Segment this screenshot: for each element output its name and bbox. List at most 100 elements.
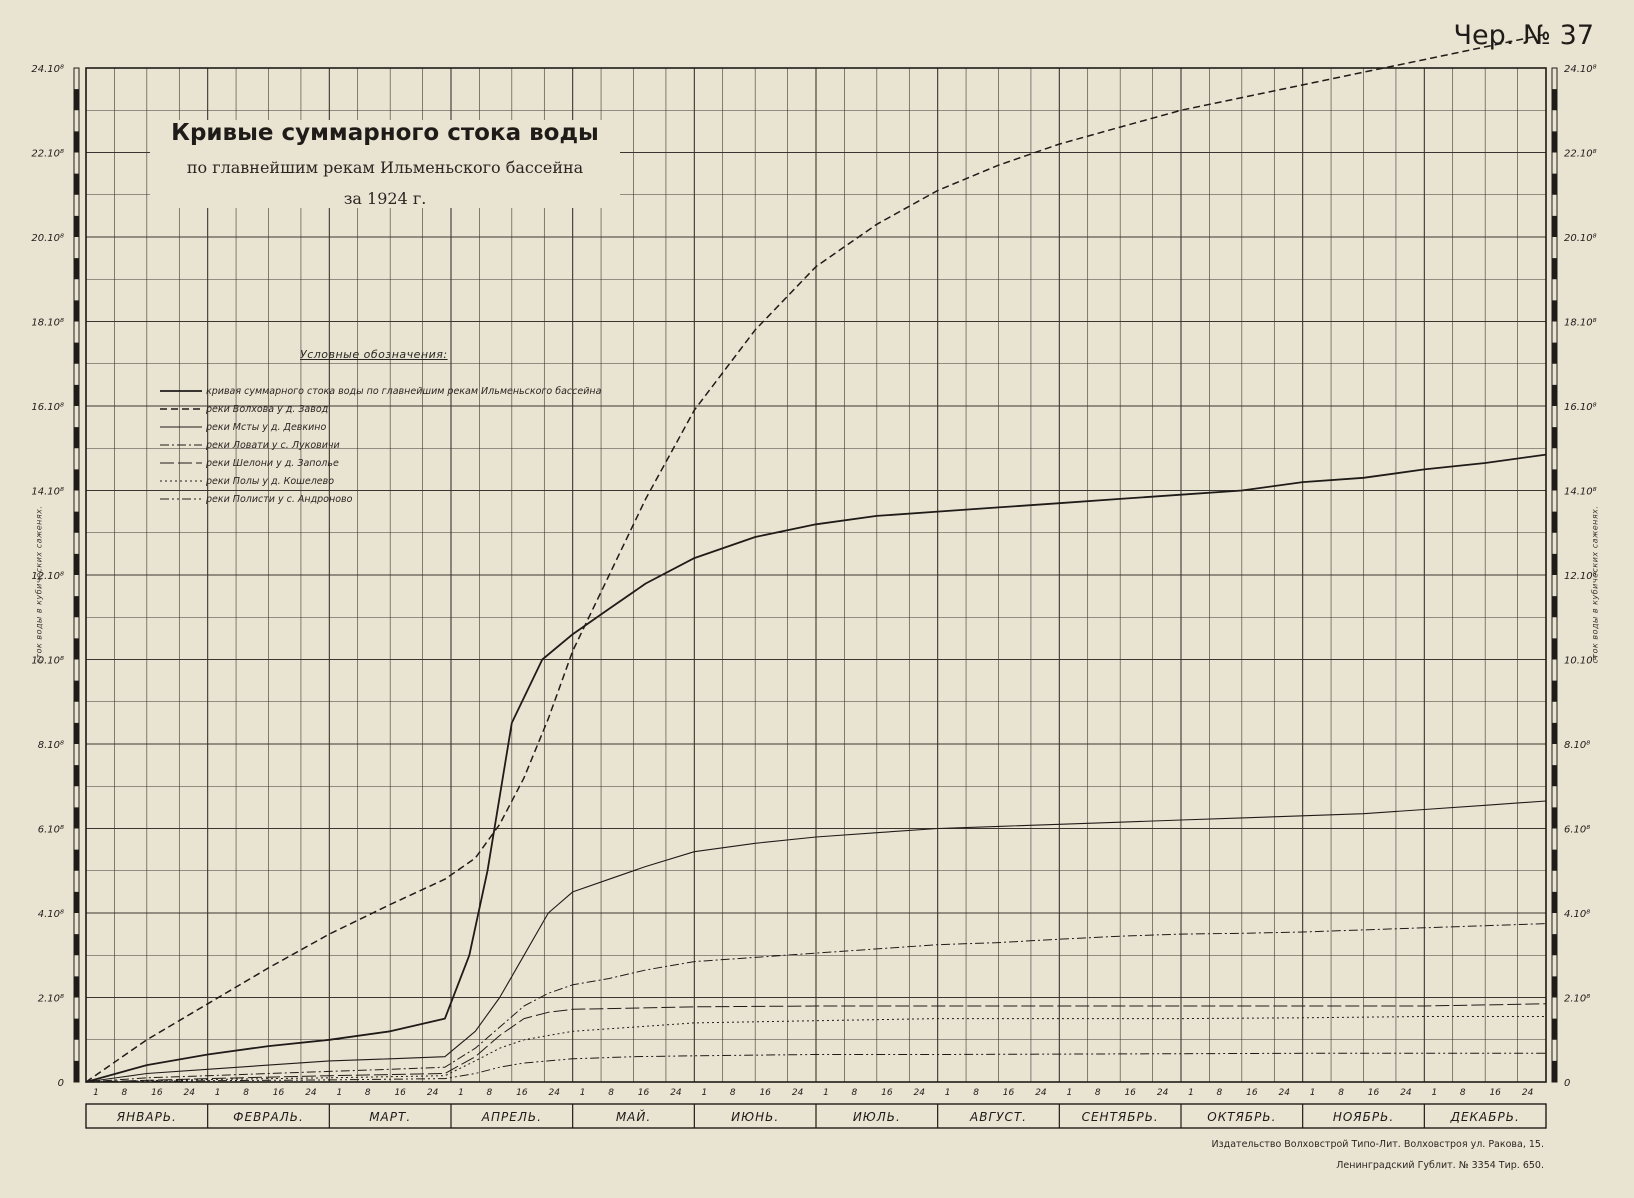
scale-bar-segment [1552, 511, 1557, 533]
y-tick-label-left: 0 [58, 1078, 64, 1089]
y-tick-label-left: 14.10⁸ [31, 487, 64, 498]
scale-bar-segment [74, 89, 79, 111]
y-tick-label-right: 2.10⁸ [1564, 994, 1590, 1005]
month-label: ИЮНЬ. [731, 1110, 779, 1124]
month-label: СЕНТЯБРЬ. [1082, 1110, 1159, 1124]
scale-bar-segment [1552, 384, 1557, 406]
legend-entry: реки Ловати у с. Луковичи [160, 438, 340, 452]
series-line-3 [85, 800, 1547, 1083]
day-tick-label: 8 [1460, 1088, 1466, 1098]
y-tick-label-left: 22.10⁸ [31, 149, 64, 160]
scale-bar-segment [74, 215, 79, 237]
series-line-4 [85, 923, 1547, 1083]
publisher-imprint: Издательство Волховстрой Типо-Лит. Волхо… [1084, 1134, 1544, 1176]
day-tick-label: 1 [1431, 1088, 1437, 1098]
day-tick-label: 8 [1217, 1088, 1223, 1098]
y-tick-label-left: 4.10⁸ [38, 909, 64, 920]
scale-bar-segment [74, 891, 79, 913]
legend-label: реки Волхова у д. Завод [206, 403, 329, 415]
day-tick-label: 24 [1279, 1088, 1291, 1098]
legend-title: Условные обозначения: [300, 348, 448, 361]
scale-bar-segment [74, 638, 79, 660]
scale-bar-segment [1552, 638, 1557, 660]
scale-bar-segment [74, 342, 79, 364]
day-tick-label: 8 [852, 1088, 858, 1098]
day-tick-label: 8 [487, 1088, 493, 1098]
legend-swatch [160, 426, 202, 428]
day-tick-label: 16 [881, 1088, 893, 1098]
legend-entry: реки Полисти у с. Андроново [160, 492, 352, 506]
y-axis-label-left: сток воды в кубических саженях. [34, 505, 44, 664]
day-tick-label: 24 [305, 1088, 317, 1098]
scale-bar-segment [1552, 300, 1557, 322]
scale-bar-segment [1552, 427, 1557, 449]
title-block: Кривые суммарного стока воды по главнейш… [150, 120, 620, 208]
y-tick-label-left: 12.10⁸ [31, 571, 64, 582]
day-tick-label: 1 [215, 1088, 221, 1098]
legend-swatch [160, 390, 202, 392]
legend-entry: кривая суммарного стока воды по главнейш… [160, 384, 601, 398]
scale-bar-segment [74, 1060, 79, 1082]
month-label: ЯНВАРЬ. [116, 1110, 177, 1124]
scale-bar-segment [1552, 258, 1557, 280]
chart-subtitle: по главнейшим рекам Ильменьского бассейн… [186, 158, 584, 177]
day-tick-label: 8 [365, 1088, 371, 1098]
y-tick-label-right: 6.10⁸ [1564, 825, 1590, 836]
scale-bar-segment [1552, 173, 1557, 195]
day-tick-label: 1 [701, 1088, 707, 1098]
legend-entry: реки Полы у д. Кошелево [160, 474, 334, 488]
y-tick-label-right: 12.10⁸ [1564, 571, 1597, 582]
day-tick-label: 24 [1035, 1088, 1047, 1098]
y-tick-label-left: 6.10⁸ [38, 825, 64, 836]
scale-bar-segment [1552, 596, 1557, 618]
y-tick-label-right: 20.10⁸ [1564, 233, 1597, 244]
y-tick-label-right: 10.10⁸ [1564, 656, 1597, 667]
scale-bar-segment [1552, 722, 1557, 744]
scale-bar-segment [74, 722, 79, 744]
day-tick-label: 8 [122, 1088, 128, 1098]
scale-bar-segment [74, 765, 79, 787]
legend-label: кривая суммарного стока воды по главнейш… [206, 385, 602, 397]
y-tick-label-right: 14.10⁸ [1564, 487, 1597, 498]
day-tick-label: 24 [792, 1088, 804, 1098]
scale-bar-segment [74, 511, 79, 533]
day-tick-label: 16 [516, 1088, 528, 1098]
scale-bar-segment [74, 131, 79, 153]
scale-bar-segment [74, 849, 79, 871]
day-tick-label: 16 [273, 1088, 285, 1098]
day-tick-label: 16 [151, 1088, 163, 1098]
publisher-line-2: Ленинградский Гублит. № 3354 Тир. 650. [1336, 1160, 1544, 1171]
legend-label: реки Полисти у с. Андроново [206, 493, 353, 505]
day-tick-label: 1 [823, 1088, 829, 1098]
day-tick-label: 1 [1310, 1088, 1316, 1098]
scale-bar-segment [74, 173, 79, 195]
day-tick-label: 16 [394, 1088, 406, 1098]
day-tick-label: 24 [1522, 1088, 1534, 1098]
day-tick-label: 24 [1157, 1088, 1169, 1098]
day-tick-label: 1 [1066, 1088, 1072, 1098]
day-tick-label: 24 [427, 1088, 439, 1098]
day-tick-label: 16 [1124, 1088, 1136, 1098]
scale-bar-segment [74, 258, 79, 280]
scale-bar-segment [74, 384, 79, 406]
legend-label: реки Полы у д. Кошелево [206, 475, 335, 487]
legend-label: реки Шелони у д. Заполье [206, 457, 339, 469]
legend-swatch [160, 480, 202, 482]
scale-bar-segment [74, 300, 79, 322]
scale-bar-segment [1552, 807, 1557, 829]
y-tick-label-left: 18.10⁸ [31, 318, 64, 329]
day-tick-label: 8 [1095, 1088, 1101, 1098]
publisher-line-1: Издательство Волховстрой Типо-Лит. Волхо… [1211, 1139, 1544, 1150]
day-tick-label: 24 [914, 1088, 926, 1098]
series-line-7 [85, 1052, 1546, 1083]
scale-bar-segment [74, 1018, 79, 1040]
scale-bar-segment [1552, 934, 1557, 956]
series-line-1 [85, 453, 1547, 1083]
plot-frame [85, 67, 1547, 1083]
month-label: ОКТЯБРЬ. [1207, 1110, 1276, 1124]
y-tick-label-left: 20.10⁸ [31, 233, 64, 244]
month-label: МАЙ. [616, 1109, 651, 1124]
scale-bar-segment [74, 553, 79, 575]
scale-bar-segment [1552, 89, 1557, 111]
